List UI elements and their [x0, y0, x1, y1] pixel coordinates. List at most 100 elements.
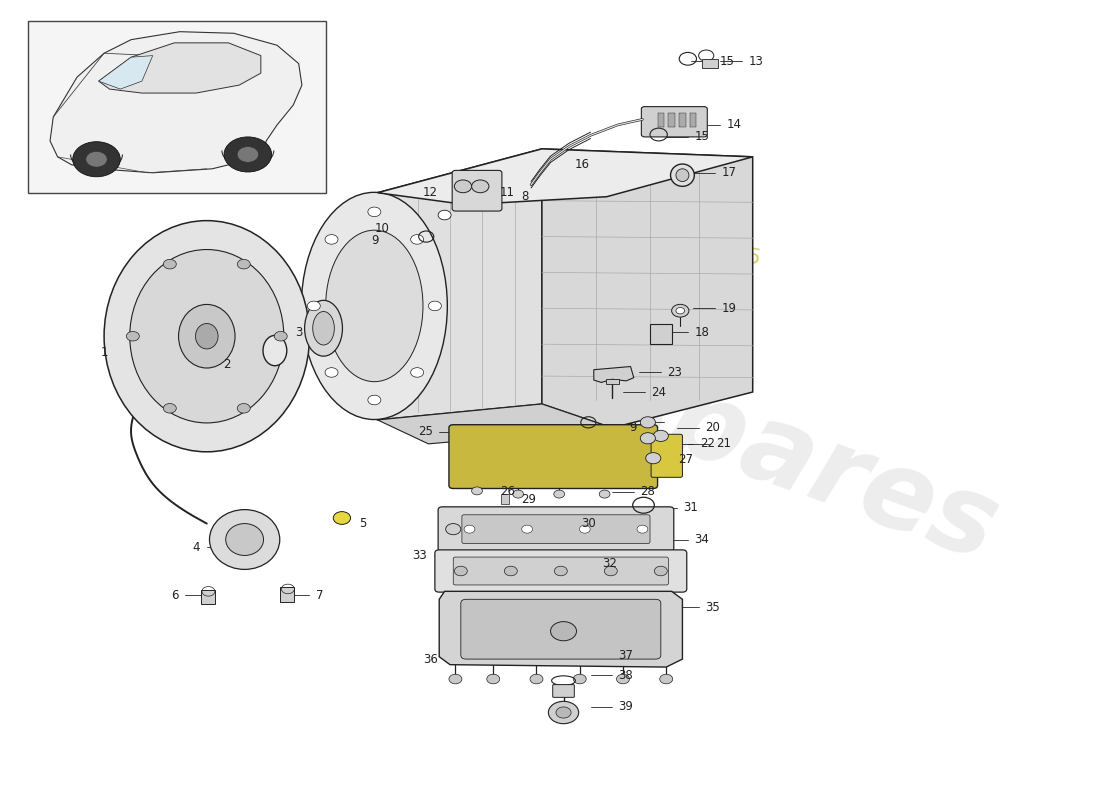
- Circle shape: [580, 525, 591, 533]
- FancyBboxPatch shape: [552, 685, 574, 698]
- Ellipse shape: [226, 523, 264, 555]
- Text: 15: 15: [719, 54, 734, 68]
- Ellipse shape: [305, 300, 342, 356]
- FancyBboxPatch shape: [651, 434, 682, 478]
- Text: 3: 3: [296, 326, 303, 338]
- Circle shape: [637, 525, 648, 533]
- Circle shape: [454, 180, 472, 193]
- Circle shape: [238, 146, 258, 162]
- Circle shape: [530, 674, 543, 684]
- Polygon shape: [50, 32, 301, 173]
- Text: 27: 27: [678, 454, 693, 466]
- Text: 4: 4: [192, 541, 200, 554]
- FancyBboxPatch shape: [462, 515, 650, 543]
- Text: 15: 15: [694, 130, 710, 143]
- Text: 20: 20: [705, 422, 720, 434]
- Text: 9: 9: [371, 234, 378, 247]
- FancyBboxPatch shape: [438, 507, 674, 551]
- Circle shape: [472, 487, 483, 495]
- Circle shape: [238, 403, 250, 413]
- Circle shape: [698, 50, 714, 61]
- Circle shape: [464, 525, 475, 533]
- Ellipse shape: [345, 234, 410, 378]
- Circle shape: [553, 490, 564, 498]
- Circle shape: [487, 674, 499, 684]
- Text: 16: 16: [574, 158, 590, 171]
- Text: 36: 36: [424, 653, 438, 666]
- Ellipse shape: [301, 192, 448, 419]
- Text: 31: 31: [683, 501, 698, 514]
- Text: 29: 29: [521, 493, 537, 506]
- Text: 11: 11: [499, 186, 515, 199]
- Circle shape: [653, 430, 669, 442]
- FancyBboxPatch shape: [641, 106, 707, 137]
- Circle shape: [274, 331, 287, 341]
- Text: 9: 9: [629, 422, 637, 434]
- Polygon shape: [594, 366, 634, 382]
- Circle shape: [504, 566, 517, 576]
- Circle shape: [616, 674, 629, 684]
- Circle shape: [307, 301, 320, 310]
- Bar: [679, 113, 685, 127]
- Ellipse shape: [196, 323, 218, 349]
- Circle shape: [438, 210, 451, 220]
- Circle shape: [550, 622, 576, 641]
- Bar: [658, 113, 664, 127]
- FancyBboxPatch shape: [434, 550, 686, 592]
- Circle shape: [163, 259, 176, 269]
- Polygon shape: [377, 404, 613, 444]
- Circle shape: [333, 512, 351, 524]
- Circle shape: [410, 368, 424, 378]
- Ellipse shape: [178, 305, 235, 368]
- Bar: [650, 324, 672, 344]
- Ellipse shape: [675, 169, 689, 182]
- Circle shape: [454, 566, 467, 576]
- Text: 8: 8: [521, 190, 529, 203]
- Circle shape: [672, 304, 689, 317]
- Bar: [201, 590, 216, 604]
- Circle shape: [324, 368, 338, 378]
- Text: 5: 5: [360, 517, 366, 530]
- Polygon shape: [99, 43, 261, 93]
- Circle shape: [654, 566, 668, 576]
- Circle shape: [428, 301, 441, 310]
- Text: 22: 22: [700, 438, 715, 450]
- Circle shape: [556, 707, 571, 718]
- Circle shape: [449, 674, 462, 684]
- Circle shape: [324, 234, 338, 244]
- Text: 32: 32: [603, 557, 617, 570]
- Bar: [690, 113, 696, 127]
- Circle shape: [640, 433, 656, 444]
- Ellipse shape: [263, 335, 287, 366]
- Circle shape: [410, 234, 424, 244]
- FancyBboxPatch shape: [452, 170, 502, 211]
- Text: 23: 23: [668, 366, 682, 378]
- Text: 17: 17: [722, 166, 736, 179]
- Circle shape: [73, 142, 120, 177]
- Circle shape: [521, 525, 532, 533]
- Polygon shape: [542, 149, 752, 428]
- Text: 35: 35: [705, 601, 719, 614]
- Polygon shape: [377, 149, 542, 420]
- Text: a passion for parts since 1985: a passion for parts since 1985: [429, 180, 762, 270]
- Text: 2: 2: [223, 358, 231, 370]
- Text: 28: 28: [640, 485, 656, 498]
- Circle shape: [600, 490, 610, 498]
- Text: 10: 10: [375, 222, 389, 235]
- Circle shape: [554, 566, 568, 576]
- Circle shape: [163, 403, 176, 413]
- Text: 34: 34: [694, 533, 710, 546]
- Ellipse shape: [312, 311, 334, 345]
- Bar: [702, 58, 718, 68]
- Bar: [280, 587, 295, 602]
- Text: 19: 19: [722, 302, 736, 315]
- Text: 30: 30: [581, 517, 595, 530]
- Text: 37: 37: [618, 649, 634, 662]
- Text: 12: 12: [424, 186, 438, 199]
- Text: 18: 18: [694, 326, 710, 338]
- Circle shape: [367, 207, 381, 217]
- Circle shape: [660, 674, 673, 684]
- Text: 33: 33: [412, 549, 427, 562]
- Text: 13: 13: [748, 54, 763, 68]
- Text: 38: 38: [618, 669, 634, 682]
